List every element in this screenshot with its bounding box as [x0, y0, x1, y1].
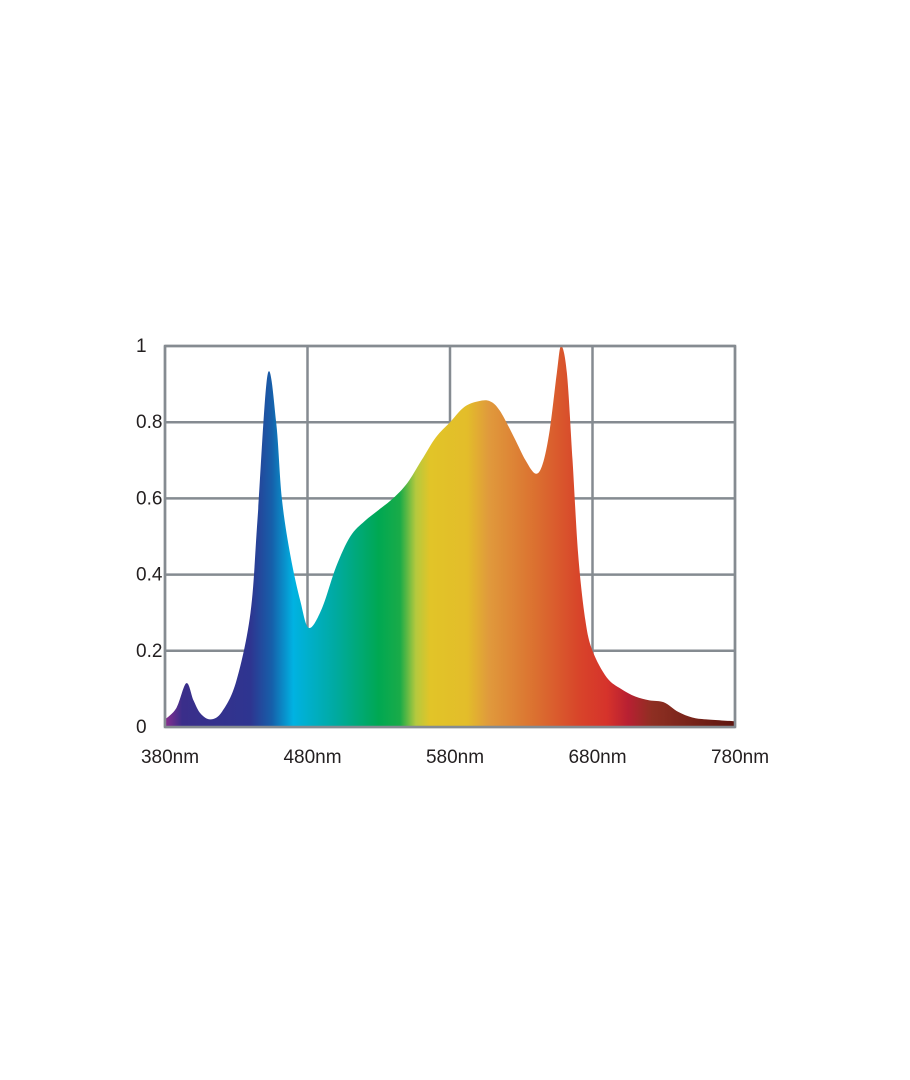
y-tick-label: 0.8 — [136, 412, 162, 433]
y-tick-label: 0.4 — [136, 565, 163, 586]
x-tick-label: 380nm — [141, 747, 199, 768]
y-tick-label: 1 — [136, 336, 147, 357]
y-axis-ticks: 0 0.2 0.4 0.6 0.8 1 — [136, 336, 163, 738]
spectrum-area — [165, 346, 735, 727]
x-tick-label: 480nm — [283, 747, 341, 768]
y-tick-label: 0 — [136, 717, 147, 738]
x-axis-ticks: 380nm 480nm 580nm 680nm 780nm — [141, 747, 769, 768]
y-tick-label: 0.2 — [136, 641, 162, 662]
plot-frame — [163, 344, 737, 729]
x-tick-label: 780nm — [711, 747, 769, 768]
y-tick-label: 0.6 — [136, 488, 162, 509]
x-tick-label: 580nm — [426, 747, 484, 768]
x-tick-label: 680nm — [568, 747, 626, 768]
